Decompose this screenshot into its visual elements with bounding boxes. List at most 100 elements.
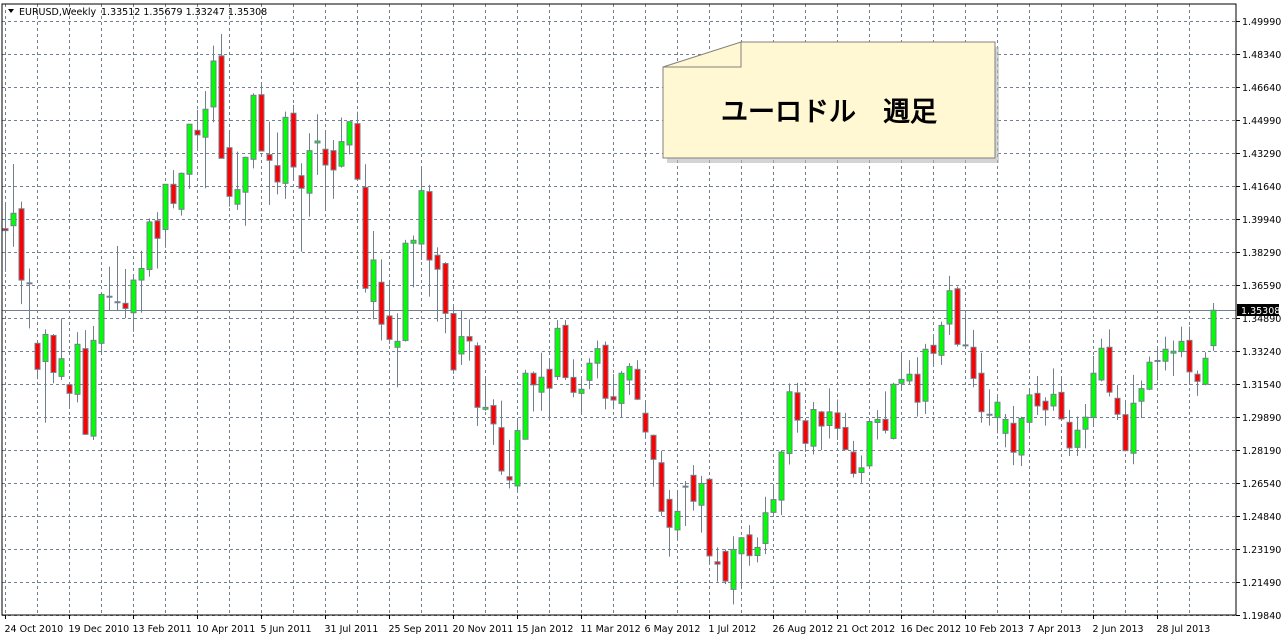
candle-body-bull: [874, 418, 881, 424]
candle: [274, 132, 281, 195]
x-tick-label: 10 Apr 2011: [197, 624, 256, 635]
candle-body-bear: [690, 474, 697, 502]
candle: [570, 359, 577, 398]
candle: [442, 262, 449, 334]
candle: [786, 383, 793, 465]
candle: [1098, 338, 1105, 382]
candle-body-bear: [562, 324, 569, 379]
candle-body-bear: [322, 148, 329, 166]
candle-body-bear: [970, 346, 977, 379]
candle: [874, 410, 881, 440]
y-tick-label: 1.21490: [1242, 578, 1281, 589]
candle-body-bull: [130, 279, 137, 314]
y-tick-label: 1.39940: [1242, 215, 1281, 226]
candle-body-bull: [1210, 309, 1217, 347]
candle: [890, 382, 897, 440]
candle: [354, 111, 361, 180]
candle-body-bear: [274, 165, 281, 183]
x-tick-label: 5 Jun 2011: [261, 624, 312, 635]
candle-body-bull: [210, 60, 217, 108]
x-tick-label: 28 Jul 2013: [1157, 624, 1211, 635]
candle: [138, 250, 145, 313]
candle: [978, 352, 985, 423]
candle-body-bull: [994, 401, 1001, 419]
candle: [1018, 416, 1025, 467]
candle: [634, 360, 641, 401]
annotation-callout[interactable]: ユーロドル 週足: [662, 41, 999, 163]
price-axis: 1.49990 1.48340 1.46640 1.44990 1.43290 1.416…: [1236, 17, 1281, 622]
candle-body-bull: [514, 430, 521, 487]
candle-body-bear: [706, 478, 713, 557]
candle: [946, 275, 953, 336]
x-tick-label: 21 Oct 2012: [837, 624, 896, 635]
candle-body-bull: [866, 421, 873, 467]
candle-body-bear: [386, 315, 393, 340]
time-axis: 24 Oct 2010 19 Dec 2010 13 Feb 2011 10 Apr …: [5, 615, 1211, 635]
candle-body-bull: [522, 372, 529, 440]
candle: [642, 400, 649, 439]
candle-body-bear: [722, 550, 729, 582]
candle: [1050, 368, 1057, 411]
callout-text: ユーロドル 週足: [721, 97, 937, 128]
candle: [258, 82, 265, 152]
candle-body-bear: [426, 191, 433, 261]
grid: [2, 4, 1236, 616]
candle: [1034, 376, 1041, 416]
candle: [82, 330, 89, 436]
candle-body-bull: [1074, 429, 1081, 448]
candle: [386, 279, 393, 344]
candle: [1106, 329, 1113, 397]
x-tick-label: 16 Dec 2012: [901, 624, 962, 635]
candle-body-bear: [1042, 400, 1049, 411]
candle-body-bull: [1090, 372, 1097, 419]
candle-body-bear: [170, 183, 177, 204]
candle: [346, 121, 353, 155]
candle-body-bear: [602, 344, 609, 399]
candle-body-bear: [226, 147, 233, 197]
y-tick-label: 1.36590: [1242, 281, 1281, 292]
candle: [418, 168, 425, 260]
candle: [746, 525, 753, 566]
candle-body-bull: [1018, 417, 1025, 456]
candle: [226, 130, 233, 207]
candle: [210, 45, 217, 123]
candle: [842, 412, 849, 451]
candle-body-bear: [658, 462, 665, 512]
candle-body-bear: [506, 476, 513, 481]
candle-body-bear: [642, 412, 649, 433]
candle-body-bear: [546, 368, 553, 389]
candle-body-bear: [610, 396, 617, 401]
candle-body-bull: [698, 482, 705, 506]
candle-body-bear: [362, 186, 369, 289]
y-tick-label: 1.34890: [1242, 314, 1281, 325]
chart-header: EURUSD,Weekly 1.33512 1.35679 1.33247 1.…: [8, 7, 267, 18]
candle: [770, 486, 777, 516]
candle-body-bull: [1050, 393, 1057, 407]
candle-body-bull: [106, 295, 113, 298]
candle: [1010, 405, 1017, 466]
candle-body-bull: [242, 156, 249, 193]
symbol-label: EURUSD,Weekly: [19, 7, 97, 18]
candle: [826, 388, 833, 439]
candle-body-bear: [746, 534, 753, 557]
candle-body-bear: [954, 288, 961, 345]
candle-body-bear: [18, 208, 25, 281]
candle-body-bear: [474, 345, 481, 408]
candle-body-bull: [98, 293, 105, 344]
price-tag-text: 1.35308: [1241, 306, 1280, 317]
candle-body-bull: [306, 150, 313, 194]
candle-body-bull: [10, 212, 17, 227]
plot-frame: [1, 3, 1237, 616]
candle: [186, 123, 193, 189]
candle-body-bear: [962, 344, 969, 347]
candle-body-bull: [778, 451, 785, 501]
candle-body-bull: [618, 372, 625, 404]
current-price-tag: 1.35308: [1237, 304, 1280, 317]
candle-body-bear: [266, 154, 273, 161]
candle: [1194, 370, 1201, 396]
triangle-down-icon[interactable]: [8, 9, 14, 13]
candle-body-bear: [26, 282, 33, 285]
candle-body-bull: [1146, 361, 1153, 390]
candle: [1090, 355, 1097, 427]
